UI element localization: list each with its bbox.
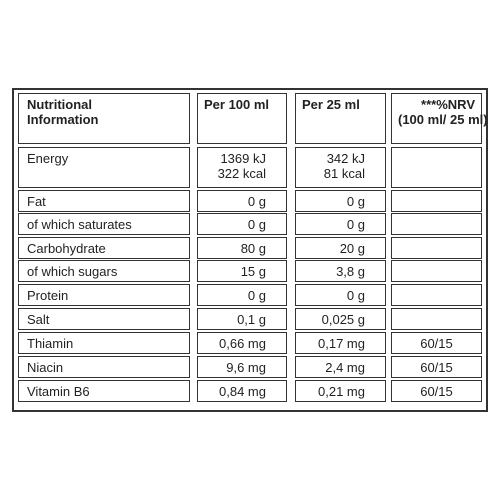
table-cell: 3,8 g (295, 260, 386, 282)
cell-text: 60/15 (420, 360, 453, 375)
table-cell: Vitamin B6 (18, 380, 190, 402)
cell-text: 0 g (346, 194, 365, 209)
cell-text: 0,17 mg (318, 336, 365, 351)
cell-text: 0 g (346, 288, 365, 303)
table-cell: 0 g (295, 213, 386, 235)
table-cell (391, 237, 482, 259)
cell-text: Nutritional (27, 97, 92, 112)
table-cell: 60/15 (391, 380, 482, 402)
cell-text: 0 g (247, 194, 266, 209)
header-cell: ***%NRV (100 ml/ 25 ml) (391, 93, 488, 144)
cell-text: 1369 kJ (220, 151, 266, 166)
table-cell: 60/15 (391, 332, 482, 354)
cell-text: Vitamin B6 (27, 384, 90, 399)
table-cell (391, 260, 482, 282)
cell-text: 9,6 mg (226, 360, 266, 375)
cell-text: Information (27, 112, 99, 127)
cell-text: 60/15 (420, 384, 453, 399)
table-cell: 0,84 mg (197, 380, 287, 402)
table-cell (391, 190, 482, 212)
cell-text: Thiamin (27, 336, 74, 351)
cell-text: 0 g (247, 288, 266, 303)
cell-text: 80 g (240, 241, 266, 256)
cell-text: of which saturates (27, 217, 132, 232)
table-cell: 60/15 (391, 356, 482, 378)
cell-text: 2,4 mg (325, 360, 365, 375)
table-cell: 0 g (295, 190, 386, 212)
header-cell: Nutritional Information (18, 93, 190, 144)
cell-text: 322 kcal (217, 166, 266, 181)
cell-text: Salt (27, 312, 50, 327)
table-cell: 9,6 mg (197, 356, 287, 378)
table-cell (391, 308, 482, 330)
cell-text: 0,025 g (321, 312, 365, 327)
cell-text: Carbohydrate (27, 241, 106, 256)
table-cell: 0,025 g (295, 308, 386, 330)
table-cell: Thiamin (18, 332, 190, 354)
table-frame (12, 88, 488, 412)
cell-text: 15 g (240, 264, 266, 279)
table-cell: 0 g (295, 284, 386, 306)
table-cell: 20 g (295, 237, 386, 259)
table-cell (391, 284, 482, 306)
cell-text: Energy (27, 151, 69, 166)
table-cell: Salt (18, 308, 190, 330)
table-cell: 0,66 mg (197, 332, 287, 354)
table-cell (391, 147, 482, 188)
cell-text: Protein (27, 288, 69, 303)
cell-text: of which sugars (27, 264, 118, 279)
cell-text: 3,8 g (336, 264, 365, 279)
cell-text: Per 100 ml (204, 97, 270, 112)
table-cell: 0 g (197, 213, 287, 235)
cell-text: 20 g (339, 241, 365, 256)
cell-text: 342 kJ (326, 151, 365, 166)
cell-text: 81 kcal (323, 166, 365, 181)
table-cell: Energy (18, 147, 190, 188)
cell-text: 0 g (247, 217, 266, 232)
table-cell: 1369 kJ 322 kcal (197, 147, 287, 188)
cell-text: 0,84 mg (219, 384, 266, 399)
table-cell: 0 g (197, 284, 287, 306)
header-cell: Per 25 ml (295, 93, 386, 144)
cell-text: 60/15 (420, 336, 453, 351)
cell-text: 0,66 mg (219, 336, 266, 351)
table-cell: Protein (18, 284, 190, 306)
table-cell: 342 kJ 81 kcal (295, 147, 386, 188)
header-cell: Per 100 ml (197, 93, 287, 144)
table-cell: Niacin (18, 356, 190, 378)
table-cell: 0,17 mg (295, 332, 386, 354)
table-cell: 80 g (197, 237, 287, 259)
table-cell: 0 g (197, 190, 287, 212)
table-cell: Carbohydrate (18, 237, 190, 259)
table-cell (391, 213, 482, 235)
table-cell: 0,21 mg (295, 380, 386, 402)
table-cell: 0,1 g (197, 308, 287, 330)
table-cell: 2,4 mg (295, 356, 386, 378)
cell-text: 0 g (346, 217, 365, 232)
table-cell: 15 g (197, 260, 287, 282)
cell-text: ***%NRV (421, 97, 475, 112)
table-cell: Fat (18, 190, 190, 212)
cell-text: Per 25 ml (302, 97, 360, 112)
table-cell: of which sugars (18, 260, 190, 282)
cell-text: 0,21 mg (318, 384, 365, 399)
table-cell: of which saturates (18, 213, 190, 235)
cell-text: Niacin (27, 360, 64, 375)
cell-text: Fat (27, 194, 46, 209)
cell-text: (100 ml/ 25 ml) (398, 112, 488, 127)
cell-text: 0,1 g (237, 312, 266, 327)
